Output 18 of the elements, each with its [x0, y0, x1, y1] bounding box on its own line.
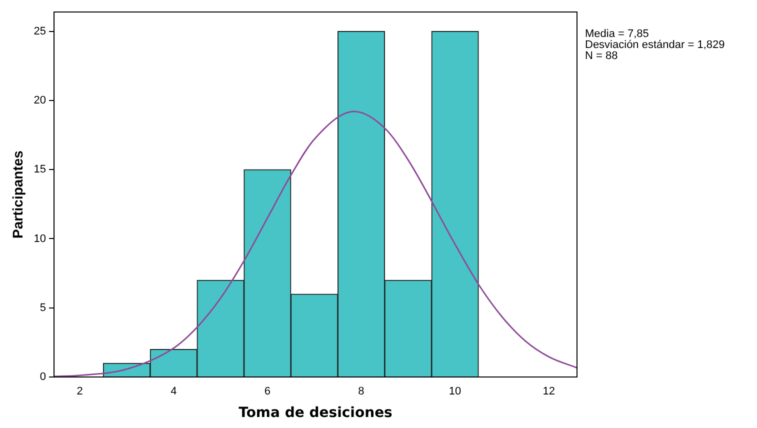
line-series [54, 110, 577, 377]
y-tick-label: 15 [34, 164, 46, 176]
x-tick-label: 8 [358, 386, 364, 398]
x-tick-label: 4 [170, 386, 177, 398]
y-tick-label: 10 [34, 232, 46, 245]
text: N = 88 [585, 50, 619, 62]
text: Media = 7,85 [585, 28, 649, 40]
y-tick-label: 20 [34, 94, 46, 107]
x-tick-label: 6 [264, 386, 271, 398]
y-tick-label: 25 [34, 25, 46, 38]
x-tick-label: 2 [76, 386, 83, 398]
x-axis-title: Toma de desiciones [238, 405, 392, 422]
y-axis-title: Participantes [9, 150, 26, 238]
text: Desviación estándar = 1,829 [585, 39, 725, 51]
y-tick-label: 5 [40, 302, 46, 314]
y-tick-label: 0 [40, 371, 46, 384]
x-tick-label: 12 [542, 386, 555, 398]
x-tick-label: 10 [448, 386, 462, 398]
